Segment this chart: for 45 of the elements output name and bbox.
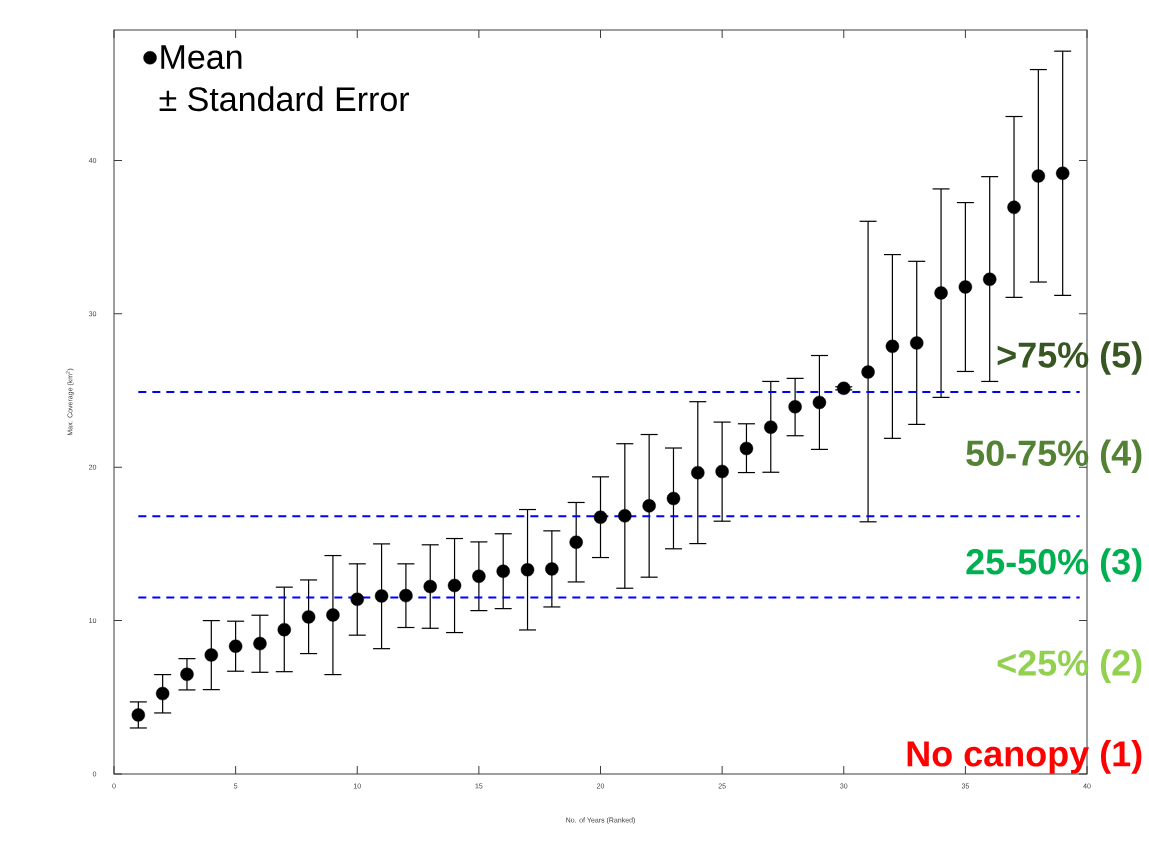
point [983, 272, 997, 286]
annotation: 25-50% (3) [966, 548, 1142, 582]
point [228, 639, 243, 653]
point [423, 579, 437, 594]
legend-label: Mean [161, 45, 242, 70]
point [934, 286, 948, 300]
point [861, 365, 875, 379]
point [545, 562, 559, 576]
point [1007, 200, 1021, 215]
point [593, 510, 608, 524]
point [837, 381, 851, 396]
point [350, 592, 364, 606]
point [277, 622, 291, 637]
point [739, 441, 754, 456]
annotation: >75% (5) [997, 341, 1142, 375]
point [180, 667, 194, 681]
point [691, 466, 705, 480]
point [253, 636, 267, 651]
point [885, 339, 900, 354]
annotation: ± Standard Error [159, 86, 410, 112]
point [642, 499, 656, 513]
point [374, 589, 389, 603]
point [910, 336, 924, 350]
point [1031, 169, 1046, 183]
point [447, 578, 462, 593]
point [326, 608, 340, 622]
point [715, 464, 729, 479]
point [618, 509, 632, 523]
point [1055, 166, 1070, 180]
point [812, 395, 827, 410]
point [472, 569, 486, 583]
annotation: 50-75% (4) [966, 439, 1142, 474]
point [788, 400, 802, 414]
point [666, 491, 681, 506]
annotation: No canopy (1) [907, 740, 1142, 774]
point [520, 563, 535, 577]
point [131, 708, 146, 722]
point [764, 420, 778, 434]
point [496, 564, 510, 578]
point [569, 535, 583, 549]
point [155, 686, 170, 701]
point [399, 588, 413, 603]
point [204, 648, 218, 662]
point [301, 610, 316, 624]
point [958, 280, 973, 294]
